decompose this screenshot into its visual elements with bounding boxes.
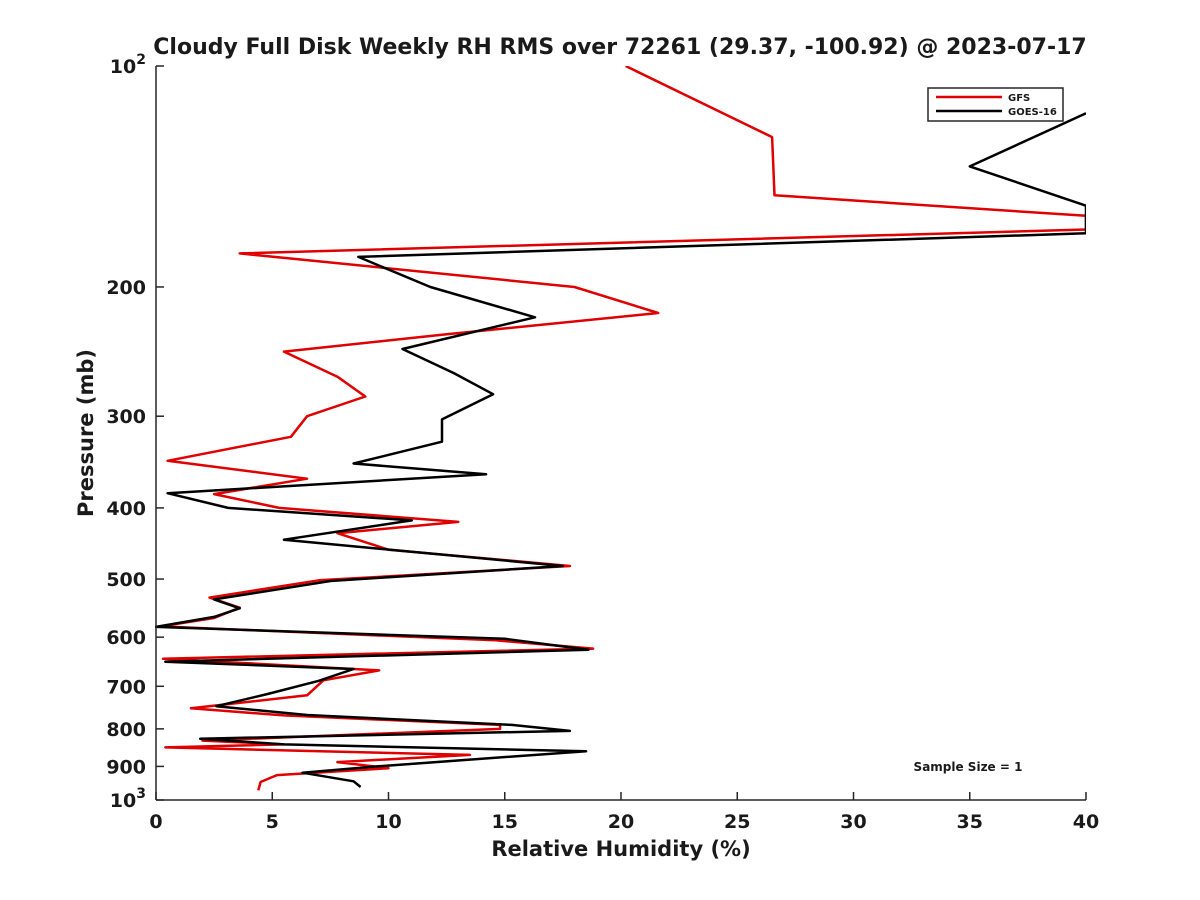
y-axis-ticks: 102 200 300 400 500 600 700 800 900 103	[106, 52, 164, 812]
y-tick-label: 102	[110, 52, 146, 78]
y-tick-label: 400	[106, 498, 146, 520]
x-tick-label: 35	[957, 811, 983, 833]
y-tick-label: 300	[106, 406, 146, 428]
y-tick-label: 600	[106, 627, 146, 649]
x-axis-label: Relative Humidity (%)	[491, 837, 750, 861]
y-tick-label: 800	[106, 719, 146, 741]
y-tick-label: 103	[110, 786, 146, 812]
legend-label-goes16: GOES-16	[1008, 107, 1057, 118]
x-tick-label: 0	[149, 811, 162, 833]
legend-label-gfs: GFS	[1008, 93, 1030, 104]
y-tick-label: 700	[106, 676, 146, 698]
legend: GFS GOES-16	[927, 87, 1064, 122]
series-line-goes16	[155, 112, 1086, 788]
y-tick-label: 900	[106, 756, 146, 778]
y-tick-label: 200	[106, 277, 146, 299]
y-tick-label: 500	[106, 569, 146, 591]
x-tick-label: 30	[840, 811, 866, 833]
y-axis-label: Pressure (mb)	[74, 349, 98, 517]
sample-size-annotation: Sample Size = 1	[914, 760, 1023, 774]
x-tick-label: 10	[375, 811, 401, 833]
legend-box	[927, 87, 1064, 122]
x-axis-ticks: 0 5 10 15 20 25 30 35 40	[149, 792, 1099, 833]
x-tick-label: 15	[492, 811, 518, 833]
x-tick-label: 40	[1073, 811, 1099, 833]
x-tick-label: 25	[724, 811, 750, 833]
series-lines	[155, 66, 1086, 791]
x-tick-label: 20	[608, 811, 634, 833]
x-tick-label: 5	[266, 811, 279, 833]
chart-title: Cloudy Full Disk Weekly RH RMS over 7226…	[153, 35, 1086, 60]
